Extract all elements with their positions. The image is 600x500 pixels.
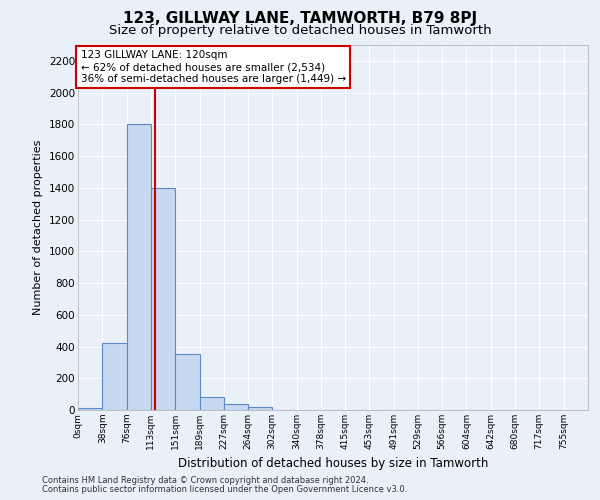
Bar bbox=[248, 407, 272, 410]
Bar bbox=[127, 124, 151, 410]
Bar bbox=[175, 354, 200, 410]
Text: 123, GILLWAY LANE, TAMWORTH, B79 8PJ: 123, GILLWAY LANE, TAMWORTH, B79 8PJ bbox=[123, 11, 477, 26]
Bar bbox=[103, 344, 127, 410]
Text: Contains HM Land Registry data © Crown copyright and database right 2024.: Contains HM Land Registry data © Crown c… bbox=[42, 476, 368, 485]
X-axis label: Distribution of detached houses by size in Tamworth: Distribution of detached houses by size … bbox=[178, 458, 488, 470]
Bar bbox=[151, 188, 175, 410]
Text: 123 GILLWAY LANE: 120sqm
← 62% of detached houses are smaller (2,534)
36% of sem: 123 GILLWAY LANE: 120sqm ← 62% of detach… bbox=[80, 50, 346, 84]
Y-axis label: Number of detached properties: Number of detached properties bbox=[34, 140, 43, 315]
Bar bbox=[224, 404, 248, 410]
Bar bbox=[200, 398, 224, 410]
Text: Size of property relative to detached houses in Tamworth: Size of property relative to detached ho… bbox=[109, 24, 491, 37]
Bar bbox=[78, 408, 103, 410]
Text: Contains public sector information licensed under the Open Government Licence v3: Contains public sector information licen… bbox=[42, 484, 407, 494]
